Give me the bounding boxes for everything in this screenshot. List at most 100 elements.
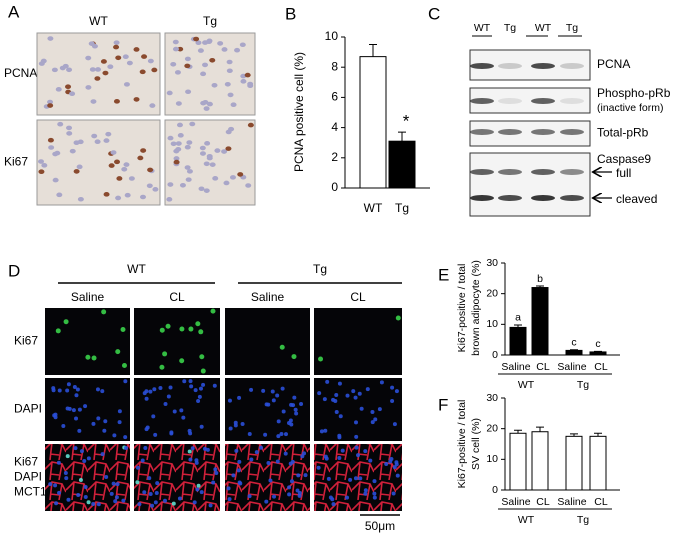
membrane-stain [134, 444, 220, 511]
cell-nucleus [47, 103, 54, 108]
cell-nucleus [115, 55, 122, 61]
nucleus [182, 379, 187, 384]
cell-nucleus [91, 43, 98, 49]
group-label: Tg [313, 262, 327, 276]
blot-band [531, 169, 555, 175]
cell-nucleus [184, 165, 191, 170]
panel-label: C [428, 4, 440, 23]
nucleus [323, 428, 328, 433]
nucleus [195, 321, 201, 327]
nucleus [294, 411, 299, 416]
cell-nucleus [195, 40, 202, 46]
blot-band [498, 98, 522, 104]
nucleus [276, 419, 281, 424]
cell-nucleus [166, 197, 173, 202]
cell-nucleus [227, 92, 234, 98]
nucleus [48, 482, 53, 487]
nucleus [261, 388, 266, 393]
cell-nucleus [114, 159, 121, 165]
nucleus [363, 449, 368, 454]
nucleus [162, 351, 168, 357]
nucleus [144, 389, 149, 394]
annotation: * [403, 112, 410, 131]
cell-nucleus [199, 145, 206, 151]
nucleus [66, 497, 71, 502]
nucleus [155, 481, 160, 486]
nucleus [104, 475, 109, 480]
cell-nucleus [221, 149, 228, 154]
y-axis-label: brown adipocyte (%) [470, 260, 482, 356]
cell-nucleus [66, 125, 73, 131]
nucleus [210, 308, 216, 314]
nucleus [77, 407, 82, 412]
nucleus [202, 446, 207, 451]
cell-nucleus [226, 59, 233, 65]
panel-label: D [8, 261, 20, 280]
nucleus [283, 432, 288, 437]
y-axis-label: Ki67-positive / total [456, 264, 468, 353]
cell-nucleus [146, 183, 153, 189]
blot-band [560, 98, 584, 104]
nucleus [213, 467, 218, 472]
cell-nucleus [203, 161, 210, 167]
y-tick-label: 0 [492, 484, 498, 496]
y-tick-label: 20 [486, 287, 498, 299]
group-label: Tg [577, 514, 589, 526]
bar [359, 56, 387, 189]
cell-nucleus [41, 163, 48, 168]
nucleus [165, 323, 171, 329]
y-tick-label: 10 [486, 453, 498, 465]
nucleus [395, 473, 400, 478]
nucleus [322, 397, 327, 402]
nucleus [181, 415, 186, 420]
cell-nucleus [167, 135, 174, 141]
panel-label: F [438, 395, 448, 414]
cell-nucleus [224, 81, 231, 87]
nucleus [370, 420, 375, 425]
cell-nucleus [116, 176, 123, 181]
nucleus [143, 445, 148, 450]
row-label: Ki67 [4, 155, 28, 169]
nucleus [279, 344, 285, 350]
lane-label: Tg [504, 22, 516, 34]
cell-nucleus [173, 156, 180, 161]
lane-label: WT [535, 22, 552, 34]
nucleus [188, 326, 194, 332]
nucleus [392, 465, 397, 470]
nucleus [54, 501, 59, 506]
nucleus [198, 329, 204, 335]
nucleus [66, 382, 71, 387]
column-label: CL [350, 290, 366, 304]
cell-nucleus [223, 180, 230, 186]
cell-nucleus [48, 145, 55, 150]
cell-nucleus [184, 56, 191, 62]
nucleus [289, 479, 294, 484]
cell-nucleus [247, 122, 254, 128]
nucleus [296, 473, 301, 478]
y-tick-label: 20 [486, 422, 498, 434]
nucleus [316, 465, 321, 470]
group-label: WT [518, 379, 535, 391]
nucleus [193, 388, 198, 393]
nucleus [259, 445, 264, 450]
nucleus [137, 502, 142, 507]
nucleus [95, 387, 100, 392]
blot-label: Caspase9 [597, 152, 651, 166]
cell-nucleus [221, 47, 228, 52]
blot-band [470, 195, 494, 201]
cell-nucleus [166, 90, 173, 96]
bar [531, 431, 549, 491]
nucleus [288, 461, 293, 466]
nucleus [123, 435, 128, 440]
cell-nucleus [66, 131, 73, 136]
nucleus [83, 495, 88, 500]
nucleus [354, 445, 359, 450]
cell-nucleus [38, 61, 45, 66]
cell-nucleus [91, 133, 98, 139]
nucleus [214, 471, 219, 476]
cell-nucleus [229, 175, 236, 180]
nucleus [166, 394, 171, 399]
nucleus [358, 476, 363, 481]
nucleus [299, 402, 304, 407]
row-label: Ki67 [14, 334, 38, 348]
